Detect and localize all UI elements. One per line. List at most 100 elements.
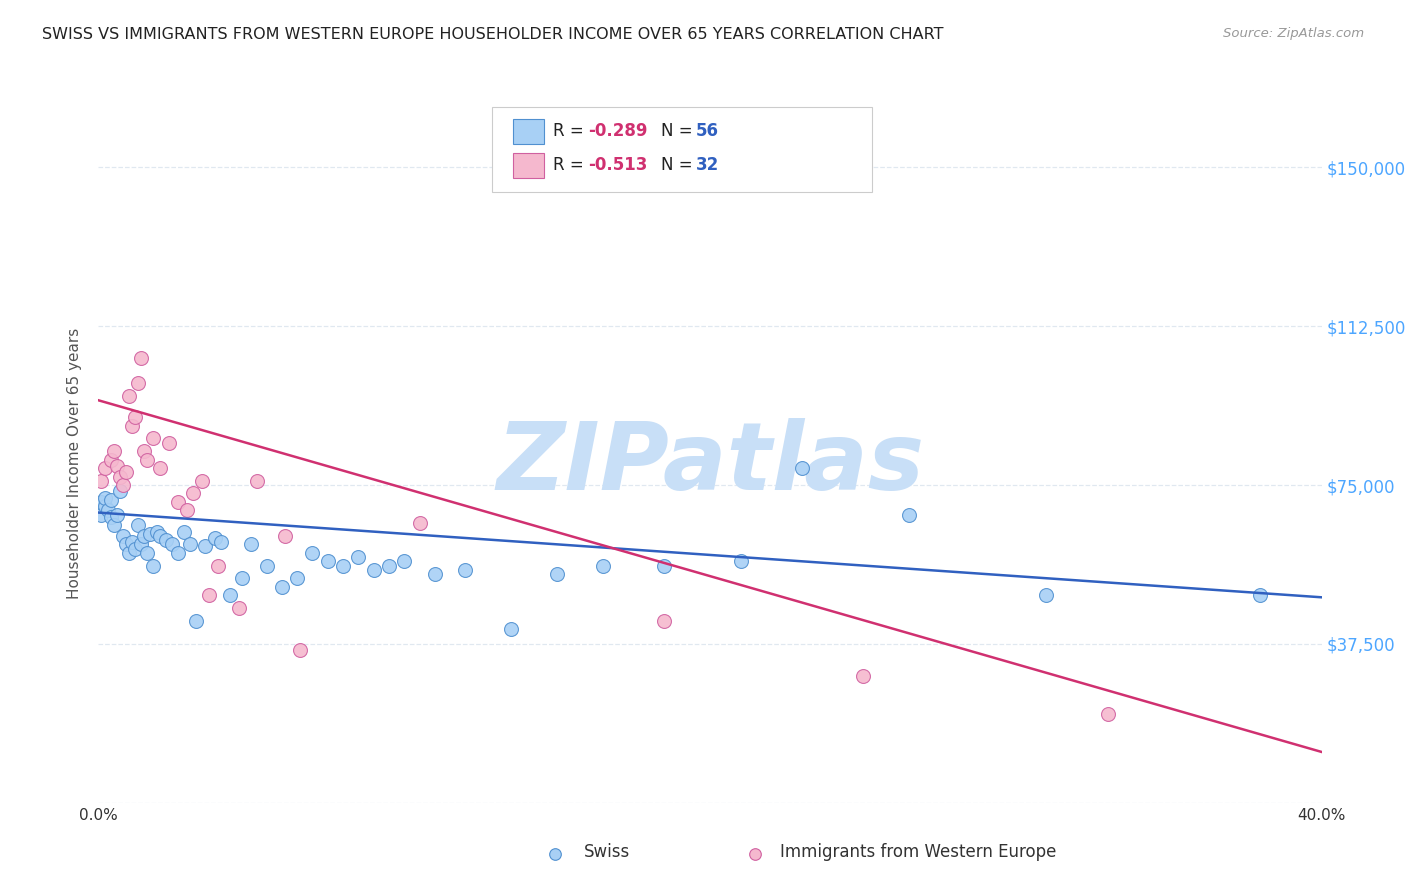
Point	[149, 529, 172, 543]
Point	[118, 546, 141, 560]
Point	[219, 588, 242, 602]
Point	[176, 503, 198, 517]
Point	[1249, 588, 1271, 602]
Point	[240, 537, 263, 551]
Point	[285, 571, 308, 585]
Point	[186, 614, 208, 628]
Point	[423, 567, 446, 582]
Point	[744, 847, 766, 862]
Text: -0.289: -0.289	[588, 122, 647, 140]
Text: N =: N =	[661, 156, 697, 174]
Point	[652, 614, 675, 628]
Point	[179, 537, 201, 551]
Point	[90, 495, 112, 509]
Point	[111, 529, 134, 543]
Point	[730, 554, 752, 568]
Point	[124, 541, 146, 556]
Point	[157, 435, 180, 450]
Point	[274, 529, 297, 543]
Point	[1097, 706, 1119, 721]
Point	[136, 452, 159, 467]
Point	[897, 508, 920, 522]
Point	[160, 537, 183, 551]
Point	[100, 509, 122, 524]
Point	[129, 537, 152, 551]
Point	[115, 466, 138, 480]
Point	[454, 563, 477, 577]
Point	[90, 474, 112, 488]
Text: Source: ZipAtlas.com: Source: ZipAtlas.com	[1223, 27, 1364, 40]
Point	[790, 461, 813, 475]
Point	[134, 529, 156, 543]
Point	[93, 500, 115, 514]
Point	[363, 563, 385, 577]
Point	[134, 444, 156, 458]
Point	[544, 847, 567, 862]
Point	[408, 516, 430, 530]
Point	[136, 546, 159, 560]
Point	[121, 418, 143, 433]
Y-axis label: Householder Income Over 65 years: Householder Income Over 65 years	[67, 328, 83, 599]
Point	[97, 503, 120, 517]
Point	[145, 524, 167, 539]
Point	[207, 558, 229, 573]
Point	[139, 526, 162, 541]
Point	[167, 495, 190, 509]
Point	[173, 524, 195, 539]
Point	[1035, 588, 1057, 602]
Point	[129, 351, 152, 365]
Point	[142, 432, 165, 446]
Point	[290, 643, 312, 657]
Point	[105, 508, 128, 522]
Point	[111, 478, 134, 492]
Point	[108, 484, 131, 499]
Point	[103, 444, 125, 458]
Point	[301, 546, 323, 560]
Point	[592, 558, 614, 573]
Point	[115, 537, 138, 551]
Point	[149, 461, 172, 475]
Text: Immigrants from Western Europe: Immigrants from Western Europe	[780, 843, 1057, 861]
Point	[93, 461, 115, 475]
Point	[256, 558, 278, 573]
Point	[155, 533, 177, 548]
Point	[103, 518, 125, 533]
Point	[332, 558, 354, 573]
Point	[501, 622, 523, 636]
Point	[127, 518, 149, 533]
Point	[93, 491, 115, 505]
Point	[347, 549, 370, 565]
Point	[100, 492, 122, 507]
Point	[316, 554, 339, 568]
Point	[546, 567, 568, 582]
Point	[246, 474, 269, 488]
Text: R =: R =	[553, 156, 589, 174]
Point	[194, 540, 217, 554]
Text: N =: N =	[661, 122, 697, 140]
Point	[127, 376, 149, 391]
Point	[181, 486, 204, 500]
Text: Swiss: Swiss	[583, 843, 630, 861]
Point	[121, 535, 143, 549]
Point	[392, 554, 416, 568]
Point	[852, 669, 875, 683]
Point	[118, 389, 141, 403]
Point	[108, 469, 131, 483]
Point	[142, 558, 165, 573]
Point	[90, 508, 112, 522]
Point	[652, 558, 675, 573]
Text: -0.513: -0.513	[588, 156, 647, 174]
Point	[231, 571, 253, 585]
Point	[167, 546, 190, 560]
Text: ZIPatlas: ZIPatlas	[496, 417, 924, 510]
Point	[191, 474, 214, 488]
Point	[209, 535, 232, 549]
Point	[228, 601, 250, 615]
Point	[105, 458, 128, 473]
Text: 56: 56	[696, 122, 718, 140]
Point	[100, 452, 122, 467]
Point	[124, 410, 146, 425]
Point	[270, 580, 292, 594]
Point	[378, 558, 401, 573]
Point	[197, 588, 219, 602]
